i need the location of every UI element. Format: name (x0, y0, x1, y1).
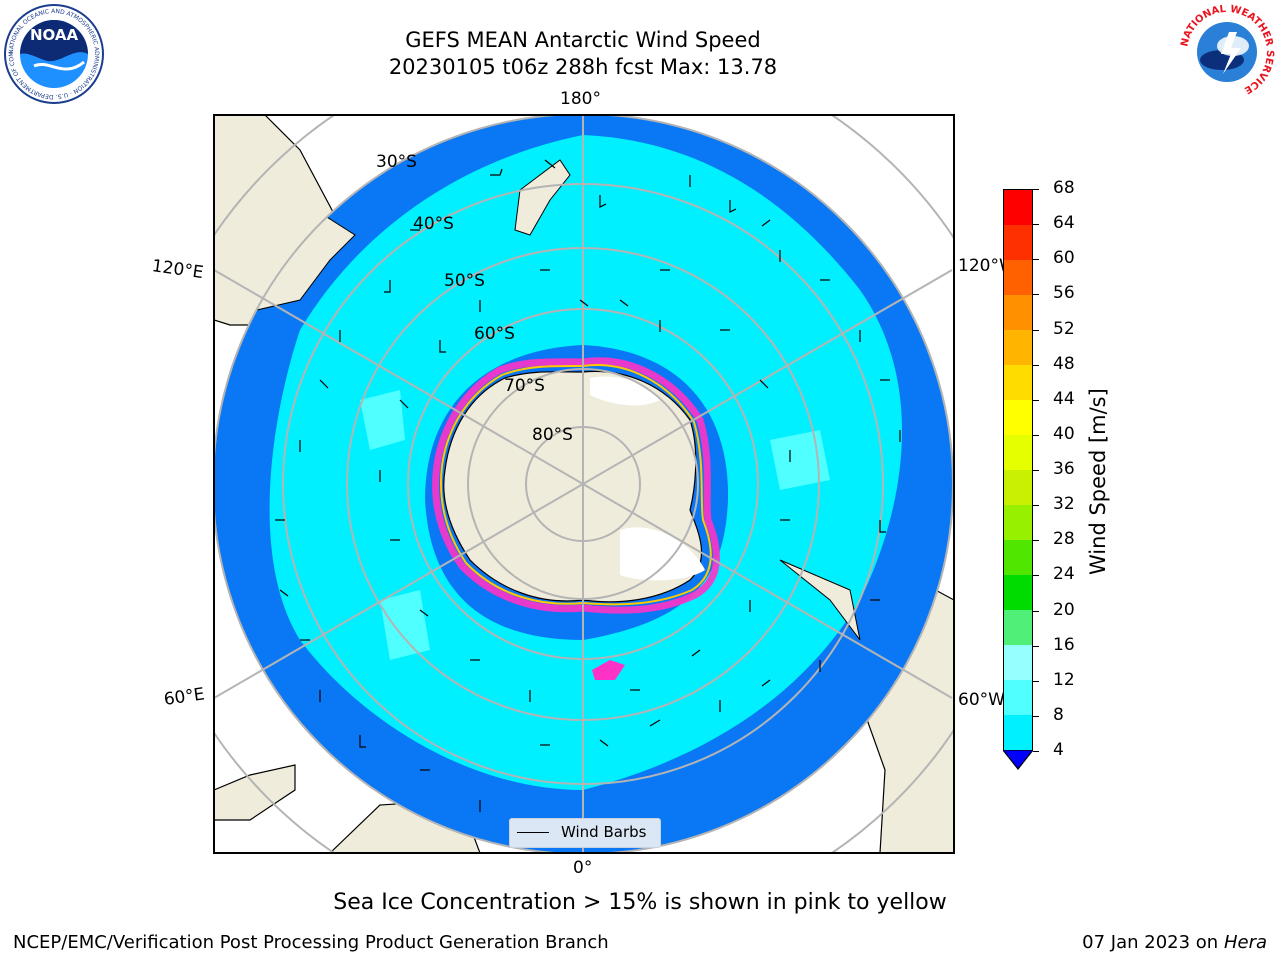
colorbar-tick-mark (1033, 610, 1039, 612)
colorbar-segment (1004, 680, 1032, 715)
colorbar-tick-label: 20 (1053, 599, 1075, 620)
colorbar-segment (1004, 190, 1032, 225)
colorbar-tick-label: 8 (1053, 704, 1064, 725)
colorbar-segment (1004, 260, 1032, 295)
colorbar-tick-mark (1033, 715, 1039, 717)
ross-ice-shelf (590, 376, 660, 406)
colorbar-segment (1004, 435, 1032, 470)
colorbar-tick-mark (1033, 329, 1039, 331)
colorbar-segment (1004, 540, 1032, 575)
lat-label-70: 70°S (504, 376, 545, 396)
lon-label-bottom: 0° (573, 858, 593, 878)
colorbar-under-arrow (1003, 750, 1033, 770)
colorbar-tick-mark (1033, 645, 1039, 647)
colorbar-segment (1004, 470, 1032, 505)
colorbar-tick-mark (1033, 575, 1039, 577)
wind-12-16-patches (360, 390, 830, 660)
colorbar-segment (1004, 575, 1032, 610)
colorbar-tick-mark (1033, 224, 1039, 226)
lon-label-upper-right: 120°W (958, 256, 1008, 276)
colorbar-segment (1004, 365, 1032, 400)
colorbar-tick-mark (1033, 540, 1039, 542)
colorbar-segment (1004, 715, 1032, 750)
colorbar-tick-mark (1033, 189, 1039, 190)
colorbar-tick-label: 44 (1053, 388, 1075, 409)
colorbar-segment (1004, 400, 1032, 435)
colorbar-tick-label: 16 (1053, 634, 1075, 655)
lon-label-top: 180° (560, 89, 601, 109)
colorbar-tick-label: 56 (1053, 283, 1075, 304)
legend-label: Wind Barbs (561, 823, 647, 841)
colorbar-gradient (1003, 189, 1033, 751)
lat-label-50: 50°S (444, 271, 485, 291)
lon-label-lower-right: 60°W (958, 690, 1005, 710)
colorbar-tick-mark (1033, 294, 1039, 296)
colorbar-tick-label: 28 (1053, 529, 1075, 550)
ice-patch (592, 660, 625, 680)
footer-left: NCEP/EMC/Verification Post Processing Pr… (13, 932, 609, 953)
colorbar-tick-mark (1033, 751, 1039, 752)
colorbar-tick-mark (1033, 259, 1039, 261)
map-title: GEFS MEAN Antarctic Wind Speed (405, 28, 761, 52)
lat-label-30: 30°S (376, 152, 417, 172)
footer-host: Hera (1223, 932, 1267, 953)
map-legend: Wind Barbs (509, 818, 661, 848)
footer-right: 07 Jan 2023 on Hera (1082, 932, 1267, 953)
new-zealand-land (514, 159, 571, 236)
colorbar-tick-label: 12 (1053, 669, 1075, 690)
colorbar-tick-label: 24 (1053, 564, 1075, 585)
footer-date: 07 Jan 2023 on (1082, 932, 1224, 953)
colorbar-segment (1004, 225, 1032, 260)
colorbar-tick-label: 68 (1053, 178, 1075, 198)
colorbar-tick-label: 60 (1053, 248, 1075, 269)
colorbar-tick-mark (1033, 364, 1039, 366)
map-frame (213, 114, 955, 854)
colorbar-segment (1004, 505, 1032, 540)
lat-label-40: 40°S (413, 214, 454, 234)
colorbar-tick-label: 48 (1053, 353, 1075, 374)
colorbar-segment (1004, 645, 1032, 680)
colorbar-tick-label: 40 (1053, 423, 1075, 444)
colorbar-tick-mark (1033, 505, 1039, 507)
colorbar-tick-label: 64 (1053, 213, 1075, 234)
weddell-ice-shelf (620, 527, 705, 581)
colorbar-tick-mark (1033, 680, 1039, 682)
wind-barb-legend-line (517, 832, 549, 833)
noaa-logo: NATIONAL OCEANIC AND ATMOSPHERIC ADMINIS… (4, 4, 104, 104)
colorbar-tick-mark (1033, 434, 1039, 436)
noaa-logo-text: NOAA (30, 26, 79, 44)
colorbar-tick-mark (1033, 470, 1039, 471)
colorbar-segment (1004, 295, 1032, 330)
lat-label-60: 60°S (474, 324, 515, 344)
colorbar-segment (1004, 610, 1032, 645)
colorbar-tick-label: 52 (1053, 318, 1075, 339)
colorbar-label: Wind Speed [m/s] (1086, 388, 1110, 575)
sea-ice-note: Sea Ice Concentration > 15% is shown in … (333, 890, 947, 915)
madagascar-land (214, 764, 296, 821)
nws-logo: NATIONAL WEATHER SERVICE (1179, 4, 1275, 100)
colorbar-tick-label: 36 (1053, 459, 1075, 479)
wind-barbs (275, 159, 901, 812)
colorbar (1003, 189, 1033, 770)
colorbar-segment (1004, 330, 1032, 365)
colorbar-tick-label: 4 (1053, 740, 1064, 760)
colorbar-tick-label: 32 (1053, 494, 1075, 515)
lat-label-80: 80°S (532, 425, 573, 445)
map-subtitle: 20230105 t06z 288h fcst Max: 13.78 (388, 55, 778, 79)
colorbar-tick-mark (1033, 399, 1039, 401)
